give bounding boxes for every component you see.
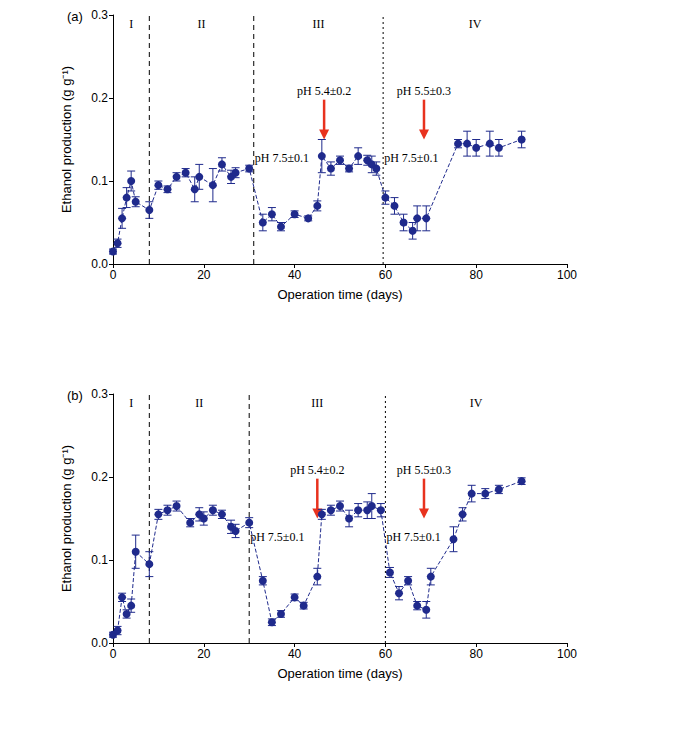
svg-text:0.3: 0.3: [91, 387, 108, 401]
svg-text:0: 0: [110, 647, 117, 661]
svg-text:100: 100: [557, 268, 577, 282]
svg-text:80: 80: [470, 268, 484, 282]
svg-text:I: I: [129, 396, 133, 410]
svg-text:0.0: 0.0: [91, 636, 108, 650]
svg-text:pH 5.4±0.2: pH 5.4±0.2: [297, 84, 351, 98]
svg-text:pH 7.5±0.1: pH 7.5±0.1: [255, 151, 309, 165]
svg-text:60: 60: [379, 268, 393, 282]
svg-text:pH 5.5±0.3: pH 5.5±0.3: [397, 463, 451, 477]
svg-text:0.1: 0.1: [91, 174, 108, 188]
svg-text:pH 5.5±0.3: pH 5.5±0.3: [397, 84, 451, 98]
svg-text:pH 7.5±0.1: pH 7.5±0.1: [386, 530, 440, 544]
svg-text:Ethanol production (g g⁻¹): Ethanol production (g g⁻¹): [59, 445, 74, 592]
svg-text:100: 100: [557, 647, 577, 661]
svg-text:0.2: 0.2: [91, 91, 108, 105]
svg-text:0.1: 0.1: [91, 553, 108, 567]
svg-text:20: 20: [197, 647, 211, 661]
svg-text:40: 40: [288, 268, 302, 282]
svg-text:IV: IV: [470, 396, 483, 410]
svg-text:(a): (a): [67, 9, 83, 24]
svg-text:0: 0: [110, 268, 117, 282]
svg-text:Ethanol production (g g⁻¹): Ethanol production (g g⁻¹): [59, 66, 74, 213]
svg-text:pH 7.5±0.1: pH 7.5±0.1: [384, 151, 438, 165]
svg-text:II: II: [195, 396, 203, 410]
svg-text:40: 40: [288, 647, 302, 661]
svg-text:IV: IV: [469, 17, 482, 31]
svg-text:III: III: [312, 17, 324, 31]
svg-text:Operation time (days): Operation time (days): [278, 666, 403, 681]
svg-text:20: 20: [197, 268, 211, 282]
svg-text:0.3: 0.3: [91, 8, 108, 22]
svg-text:(b): (b): [67, 388, 83, 403]
svg-text:III: III: [311, 396, 323, 410]
svg-text:0.2: 0.2: [91, 470, 108, 484]
svg-text:pH 7.5±0.1: pH 7.5±0.1: [250, 530, 304, 544]
svg-text:Operation time (days): Operation time (days): [278, 287, 403, 302]
svg-text:I: I: [129, 17, 133, 31]
svg-text:pH 5.4±0.2: pH 5.4±0.2: [290, 463, 344, 477]
svg-text:60: 60: [379, 647, 393, 661]
svg-text:II: II: [198, 17, 206, 31]
svg-text:0.0: 0.0: [91, 257, 108, 271]
svg-text:80: 80: [470, 647, 484, 661]
